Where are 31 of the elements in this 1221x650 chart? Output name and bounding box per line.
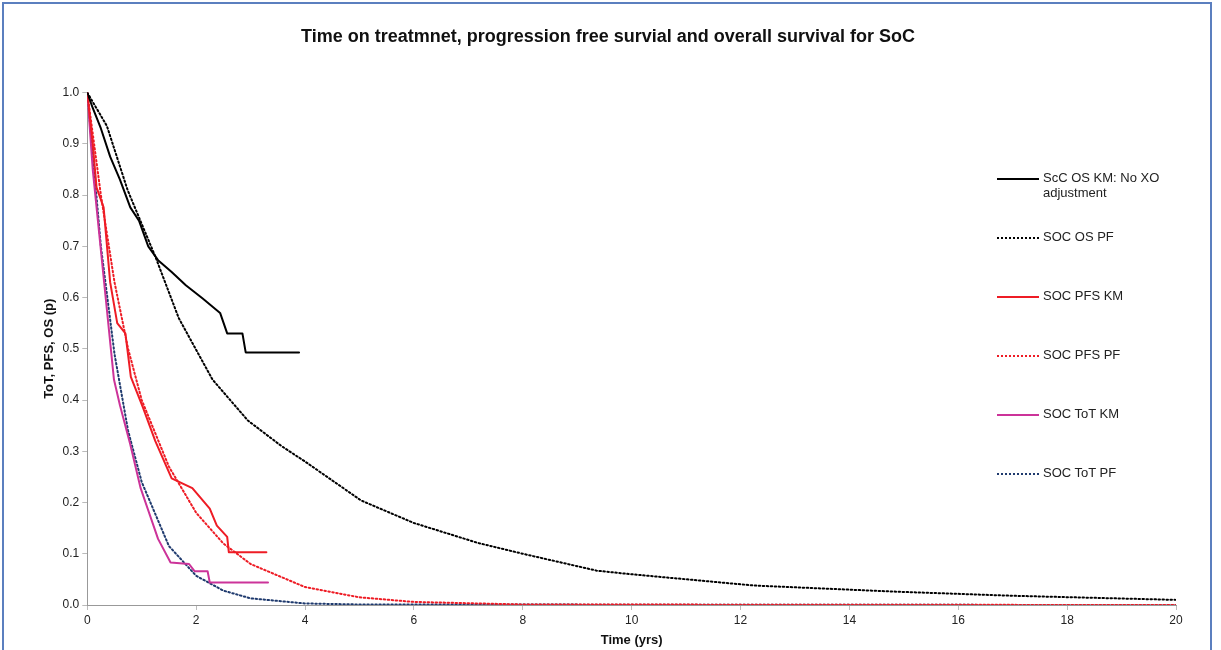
y-tick-label: 0.5 [62,341,80,356]
legend-label: SOC ToT KM [1043,406,1120,421]
x-tick-label: 12 [733,612,748,627]
x-tick-label: 16 [951,612,966,627]
x-tick-label: 6 [410,612,418,627]
x-tick-label: 0 [83,612,91,627]
y-tick-label: 0.2 [62,494,80,509]
x-tick-label: 10 [624,612,639,627]
legend-label: SOC ToT PF [1043,465,1117,480]
x-tick-label: 14 [842,612,857,627]
y-axis-title: ToT, PFS, OS (p) [41,298,57,399]
x-axis-title: Time (yrs) [600,631,663,647]
y-tick-label: 0.7 [62,238,80,253]
y-tick-label: 0.6 [62,289,80,304]
y-tick-label: 0.0 [62,597,80,612]
y-tick-label: 0.8 [62,187,80,202]
x-tick-label: 20 [1169,612,1183,627]
legend-label: ScC OS KM: No XO adjustment [1043,170,1161,200]
x-tick-label: 18 [1060,612,1075,627]
y-tick-label: 0.3 [62,443,80,458]
x-tick-label: 8 [519,612,527,627]
y-tick-label: 0.9 [62,136,80,151]
y-tick-label: 0.1 [62,546,80,561]
chart-title: Time on treatmnet, progression free survial and overall survival for SoC [301,25,915,46]
y-tick-label: 1.0 [62,84,80,99]
x-tick-label: 4 [301,612,309,627]
legend-label: SOC OS PF [1043,229,1114,244]
legend-label: SOC PFS PF [1043,347,1121,362]
x-tick-label: 2 [192,612,200,627]
legend-label: SOC PFS KM [1043,288,1124,303]
y-tick-label: 0.4 [62,392,80,407]
